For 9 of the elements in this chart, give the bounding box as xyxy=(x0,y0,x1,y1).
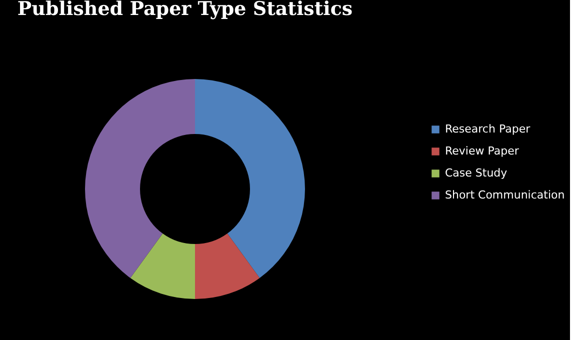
legend-label: Review Paper xyxy=(445,144,520,158)
donut-slice xyxy=(195,233,260,299)
donut-slice xyxy=(195,79,305,278)
chart-title: Published Paper Type Statistics xyxy=(17,0,353,20)
donut-slice xyxy=(130,233,195,299)
legend-label: Research Paper xyxy=(445,122,531,136)
legend-label: Case Study xyxy=(445,166,508,180)
donut-slice xyxy=(85,79,195,278)
legend-label: Short Communication xyxy=(445,188,565,202)
